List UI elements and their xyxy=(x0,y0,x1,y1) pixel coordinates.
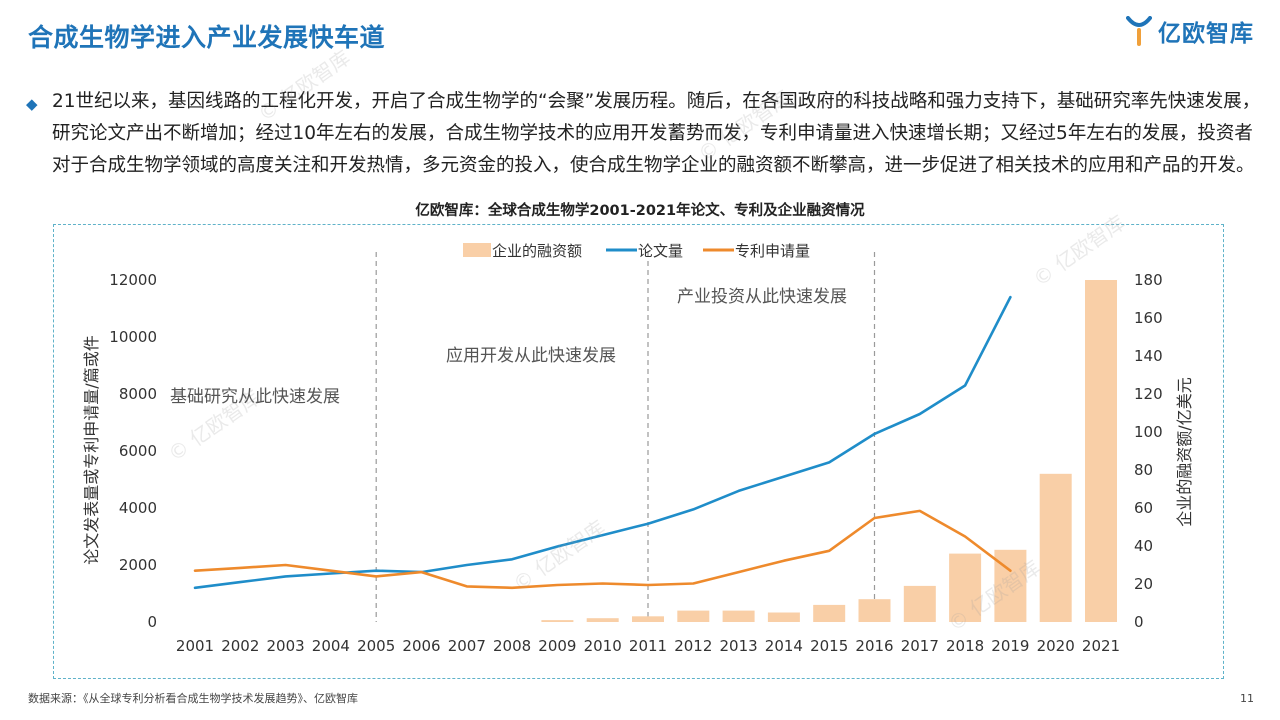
bar-financing xyxy=(541,620,574,622)
intro-bullet: ◆ 21世纪以来，基因线路的工程化开发，开启了合成生物学的“会聚”发展历程。随后… xyxy=(26,86,1262,182)
y-tick-right: 40 xyxy=(1134,537,1153,555)
page-title: 合成生物学进入产业发展快车道 xyxy=(28,23,386,52)
bar-financing xyxy=(632,616,664,622)
bar-financing xyxy=(858,599,891,622)
legend-swatch-bar xyxy=(463,243,491,257)
bar-financing xyxy=(677,610,710,622)
y-tick-right: 180 xyxy=(1134,271,1163,289)
legend-label-papers: 论文量 xyxy=(638,242,683,260)
y-tick-right: 120 xyxy=(1134,385,1163,403)
x-tick: 2016 xyxy=(855,637,893,655)
logo-text: 亿欧智库 xyxy=(1158,21,1254,47)
x-tick: 2011 xyxy=(629,637,667,655)
y-tick-right: 140 xyxy=(1134,347,1163,365)
x-tick: 2013 xyxy=(720,637,758,655)
y-tick-right: 100 xyxy=(1134,423,1163,441)
x-tick: 2019 xyxy=(991,637,1029,655)
y-axis-title-left: 论文发表量或专利申请量/篇或件 xyxy=(82,335,101,564)
y-tick-right: 80 xyxy=(1134,461,1153,479)
x-tick: 2017 xyxy=(901,637,939,655)
bar-financing xyxy=(903,585,936,622)
y-tick-left: 2000 xyxy=(119,556,157,574)
x-tick: 2014 xyxy=(765,637,803,655)
y-tick-right: 0 xyxy=(1134,613,1144,631)
y-tick-left: 6000 xyxy=(119,442,157,460)
y-tick-left: 4000 xyxy=(119,499,157,517)
page-number: 11 xyxy=(1240,692,1254,705)
x-tick: 2021 xyxy=(1082,637,1120,655)
phase-annotation: 应用开发从此快速发展 xyxy=(446,346,616,366)
y-tick-left: 0 xyxy=(147,613,157,631)
logo-mark-icon xyxy=(1126,16,1152,46)
y-tick-right: 20 xyxy=(1134,575,1153,593)
x-tick: 2010 xyxy=(584,637,622,655)
bar-financing xyxy=(949,553,982,622)
x-tick: 2008 xyxy=(493,637,531,655)
diamond-bullet-icon: ◆ xyxy=(26,95,38,113)
x-tick: 2018 xyxy=(946,637,984,655)
bar-financing xyxy=(767,612,800,622)
line-patents xyxy=(193,509,1012,590)
legend-label-financing: 企业的融资额 xyxy=(492,242,582,260)
x-tick: 2005 xyxy=(357,637,395,655)
x-tick: 2006 xyxy=(402,637,440,655)
x-tick: 2009 xyxy=(538,637,576,655)
x-tick: 2020 xyxy=(1037,637,1075,655)
x-tick: 2015 xyxy=(810,637,848,655)
x-tick: 2001 xyxy=(176,637,214,655)
y-tick-left: 12000 xyxy=(109,271,157,289)
bar-financing xyxy=(813,604,846,622)
phase-annotation: 基础研究从此快速发展 xyxy=(170,387,340,407)
brand-logo: 亿欧智库 xyxy=(1126,14,1254,48)
bar-financing xyxy=(586,618,619,622)
bar-financing xyxy=(1039,473,1072,622)
intro-text: 21世纪以来，基因线路的工程化开发，开启了合成生物学的“会聚”发展历程。随后，在… xyxy=(52,91,1261,176)
x-tick: 2003 xyxy=(267,637,305,655)
x-tick: 2004 xyxy=(312,637,350,655)
line-papers xyxy=(193,295,1012,590)
y-tick-right: 160 xyxy=(1134,309,1163,327)
y-axis-title-right: 企业的融资额/亿美元 xyxy=(1175,377,1194,526)
chart-title: 亿欧智库：全球合成生物学2001-2021年论文、专利及企业融资情况 xyxy=(415,203,865,219)
legend-label-patents: 专利申请量 xyxy=(735,242,810,260)
x-tick: 2007 xyxy=(448,637,486,655)
y-tick-right: 60 xyxy=(1134,499,1153,517)
chart-frame xyxy=(53,224,1224,679)
y-tick-left: 10000 xyxy=(109,328,157,346)
source-note: 数据来源：《从全球专利分析看合成生物学技术发展趋势》、亿欧智库 xyxy=(28,692,358,705)
x-tick: 2012 xyxy=(674,637,712,655)
bar-financing xyxy=(722,610,755,622)
bar-financing xyxy=(1085,280,1117,622)
y-tick-left: 8000 xyxy=(119,385,157,403)
x-tick: 2002 xyxy=(221,637,259,655)
phase-annotation: 产业投资从此快速发展 xyxy=(677,287,847,307)
